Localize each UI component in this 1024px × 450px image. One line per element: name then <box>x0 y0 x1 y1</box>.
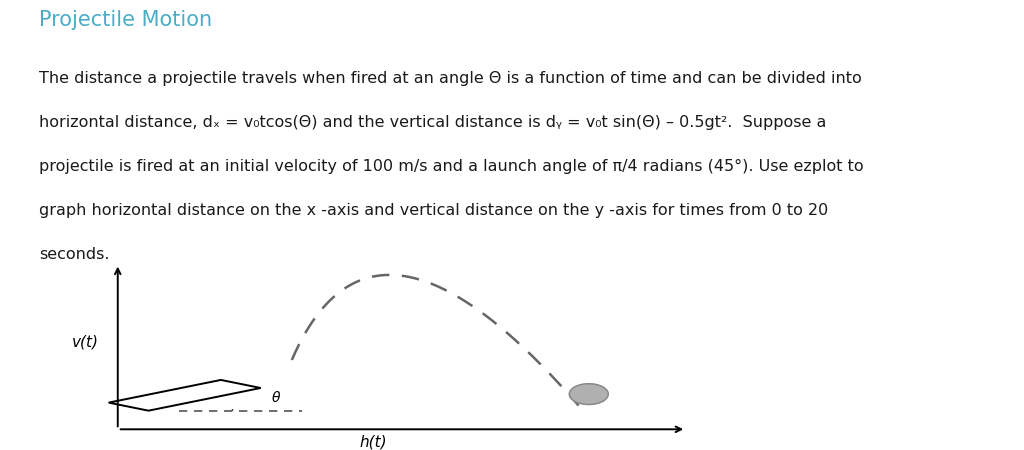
Text: h(t): h(t) <box>360 434 387 449</box>
Text: graph horizontal distance on the x -axis and vertical distance on the y -axis fo: graph horizontal distance on the x -axis… <box>39 203 828 218</box>
Text: projectile is fired at an initial velocity of 100 m/s and a launch angle of π/4 : projectile is fired at an initial veloci… <box>39 159 863 174</box>
Text: Projectile Motion: Projectile Motion <box>39 10 212 30</box>
Ellipse shape <box>569 384 608 405</box>
Text: v(t): v(t) <box>72 335 98 350</box>
Text: θ: θ <box>271 392 280 405</box>
Text: horizontal distance, dₓ = v₀tcos(Θ) and the vertical distance is dᵧ = v₀t sin(Θ): horizontal distance, dₓ = v₀tcos(Θ) and … <box>39 115 826 130</box>
Text: seconds.: seconds. <box>39 247 110 262</box>
Text: The distance a projectile travels when fired at an angle Θ is a function of time: The distance a projectile travels when f… <box>39 71 861 86</box>
